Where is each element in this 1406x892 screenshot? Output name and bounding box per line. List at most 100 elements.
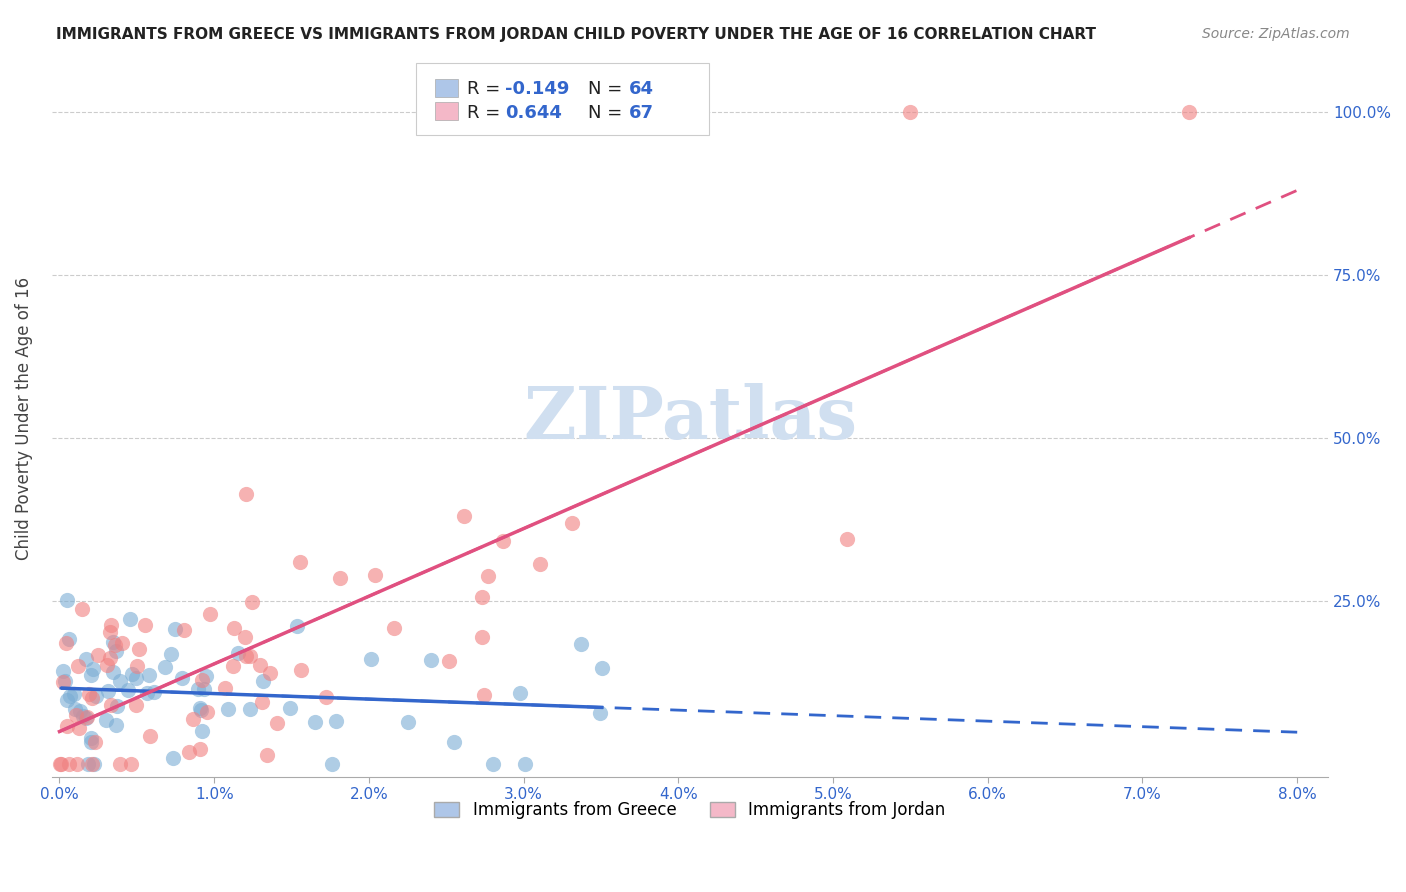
Point xyxy=(59,689,82,703)
Text: N =: N = xyxy=(575,106,614,124)
Point xyxy=(250,695,273,709)
Text: ZIPatlas: ZIPatlas xyxy=(523,383,858,454)
Point xyxy=(239,702,262,716)
Point xyxy=(382,621,405,635)
Point xyxy=(65,702,87,716)
Point xyxy=(77,687,100,701)
Point xyxy=(98,651,121,665)
Text: N =: N = xyxy=(588,79,628,98)
Text: Source: ZipAtlas.com: Source: ZipAtlas.com xyxy=(1202,27,1350,41)
Point xyxy=(162,751,184,765)
Point xyxy=(492,533,515,548)
Point xyxy=(66,756,89,771)
Point xyxy=(87,648,110,663)
Point xyxy=(105,699,128,714)
Text: 0.644: 0.644 xyxy=(492,106,548,124)
Point xyxy=(233,631,256,645)
Point xyxy=(76,709,98,723)
Point xyxy=(82,662,104,676)
Point xyxy=(56,692,79,706)
Point xyxy=(52,664,75,678)
Point xyxy=(58,632,80,646)
Point xyxy=(181,712,204,726)
Point xyxy=(96,658,118,673)
Text: -0.149: -0.149 xyxy=(505,79,569,98)
Point xyxy=(321,756,343,771)
Point xyxy=(94,713,117,727)
Point xyxy=(98,625,121,640)
Point xyxy=(222,621,245,635)
Point xyxy=(72,709,94,723)
Point xyxy=(477,569,499,583)
Point xyxy=(100,618,122,632)
Point xyxy=(239,648,262,663)
Point xyxy=(142,685,165,699)
Point xyxy=(84,735,107,749)
Point xyxy=(100,698,122,713)
Point xyxy=(396,715,419,730)
Point xyxy=(67,721,90,735)
Point xyxy=(79,731,101,745)
Point xyxy=(280,701,302,715)
Point xyxy=(288,555,311,569)
Point xyxy=(266,715,288,730)
Point xyxy=(124,671,146,685)
Text: IMMIGRANTS FROM GREECE VS IMMIGRANTS FROM JORDAN CHILD POVERTY UNDER THE AGE OF : IMMIGRANTS FROM GREECE VS IMMIGRANTS FRO… xyxy=(56,27,1097,42)
Point xyxy=(1178,104,1201,119)
Point xyxy=(160,647,183,661)
Point xyxy=(235,648,257,663)
Point xyxy=(125,698,148,713)
FancyBboxPatch shape xyxy=(434,79,457,97)
Point xyxy=(190,724,212,739)
Text: R =: R = xyxy=(454,106,494,124)
Point xyxy=(437,654,460,668)
Point xyxy=(120,756,142,771)
Point xyxy=(194,669,217,683)
Point xyxy=(110,673,132,688)
Point xyxy=(214,681,236,695)
Point xyxy=(80,668,103,682)
Point xyxy=(240,595,263,609)
Point xyxy=(190,701,212,715)
Point xyxy=(304,715,326,730)
Point xyxy=(472,688,495,702)
Point xyxy=(589,706,612,720)
Point xyxy=(837,532,859,546)
Point xyxy=(101,635,124,649)
FancyBboxPatch shape xyxy=(434,102,457,120)
Point xyxy=(136,686,159,700)
Point xyxy=(138,668,160,682)
Point xyxy=(188,742,211,756)
Point xyxy=(128,642,150,657)
Point xyxy=(55,635,77,649)
Point xyxy=(360,652,382,666)
Point xyxy=(69,704,91,718)
Point xyxy=(52,675,75,690)
Point xyxy=(187,681,209,696)
Point xyxy=(82,756,104,771)
Point xyxy=(121,666,143,681)
Point xyxy=(217,702,239,716)
Point xyxy=(287,619,309,633)
Point xyxy=(364,567,387,582)
Point xyxy=(163,623,186,637)
Text: N =: N = xyxy=(588,104,628,122)
Point xyxy=(471,630,494,644)
Point xyxy=(235,487,257,501)
Point xyxy=(56,719,79,733)
Point xyxy=(591,661,613,675)
Point xyxy=(561,516,583,530)
Point xyxy=(453,509,475,524)
Point xyxy=(569,638,592,652)
Point xyxy=(120,612,142,626)
Point xyxy=(97,684,120,698)
Point xyxy=(226,646,249,660)
Point xyxy=(529,558,551,572)
Legend: Immigrants from Greece, Immigrants from Jordan: Immigrants from Greece, Immigrants from … xyxy=(427,795,952,826)
Point xyxy=(75,711,97,725)
Text: 64: 64 xyxy=(628,79,654,98)
Point xyxy=(117,683,139,698)
Text: 0.644: 0.644 xyxy=(505,104,562,122)
Point xyxy=(139,729,162,743)
Point xyxy=(259,665,281,680)
